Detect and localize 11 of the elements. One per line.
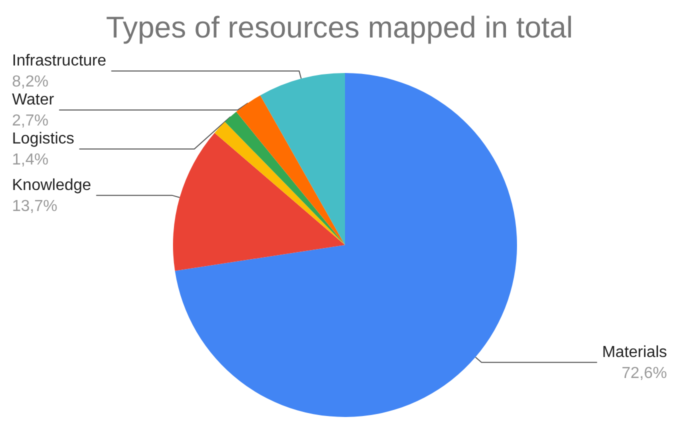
data-label: 1,4% bbox=[12, 151, 48, 168]
data-label: 72,6% bbox=[622, 364, 667, 382]
data-label: 8,2% bbox=[12, 73, 48, 90]
slice-label: Materials bbox=[602, 344, 667, 361]
slice-label: Knowledge bbox=[12, 176, 92, 194]
data-label: 2,7% bbox=[12, 112, 48, 130]
data-label: 13,7% bbox=[12, 198, 58, 215]
slice-label: Logistics bbox=[12, 130, 74, 148]
chart-title: Types of resources mapped in total bbox=[106, 12, 573, 44]
slice-label: Infrastructure bbox=[12, 52, 106, 70]
slice-label: Water bbox=[12, 91, 55, 108]
